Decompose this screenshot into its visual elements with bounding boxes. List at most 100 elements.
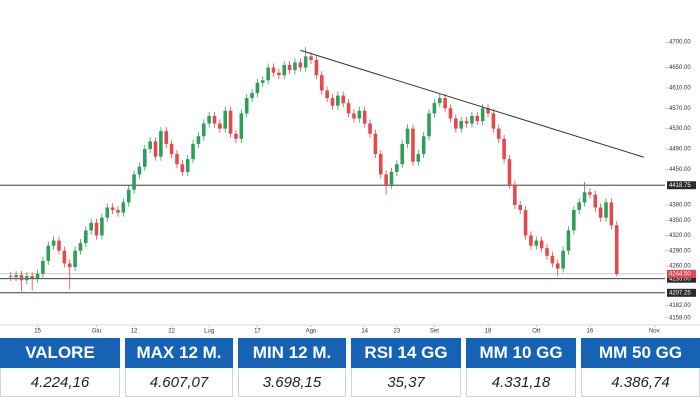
candle-body [464, 120, 469, 124]
candle-body [244, 98, 249, 114]
y-tick-label: 4320.00 [669, 233, 691, 239]
candle-body [46, 245, 51, 261]
candle-body [293, 62, 297, 71]
candle-body [443, 98, 447, 109]
y-tick-label: 4158.00 [669, 315, 691, 321]
candle-body [604, 202, 608, 218]
candle-body [572, 210, 576, 231]
candle-body [561, 250, 565, 269]
candle-body [116, 210, 120, 213]
candle-body [362, 110, 367, 124]
stats-header: MIN 12 M. [238, 338, 346, 368]
candle-body [346, 103, 351, 114]
stats-column: VALORE 4.224,16 [0, 338, 120, 400]
candle-body [609, 202, 614, 226]
candle-body [153, 141, 158, 157]
candle-body [470, 115, 474, 124]
level-label: 4207.25 [669, 290, 691, 296]
stats-column: MM 50 GG 4.386,74 [581, 338, 700, 400]
candle-body [395, 164, 399, 172]
candle-body [14, 275, 18, 278]
candle-body [19, 275, 24, 281]
candle-body [588, 192, 592, 195]
candle-body [78, 243, 83, 251]
candle-body [513, 184, 517, 205]
stats-header: MM 50 GG [581, 338, 700, 368]
x-tick-label: 14 [361, 329, 368, 335]
candle-body [400, 143, 405, 165]
candle-body [577, 202, 581, 211]
level-tag [667, 274, 696, 283]
x-tick-label: 15 [34, 329, 41, 335]
candle-body [41, 260, 45, 274]
candle-body [57, 240, 61, 251]
stats-column: MIN 12 M. 3.698,15 [238, 338, 346, 400]
candle-body [142, 148, 147, 167]
candle-body [582, 192, 587, 203]
candle-body [303, 56, 308, 68]
candle-body [266, 67, 270, 81]
candle-body [448, 108, 453, 119]
candle-body [89, 222, 93, 231]
y-tick-label: 4182.00 [669, 303, 691, 309]
candle-body [341, 95, 346, 104]
candle-body [416, 154, 421, 162]
stats-header: VALORE [0, 338, 120, 368]
candle-body [566, 230, 571, 251]
x-tick-label: Ott [532, 329, 540, 335]
candle-body [555, 263, 560, 269]
chart: 4700.00 4650.00 4610.00 4570.00 4530.00 4490.… [0, 40, 700, 335]
candle-body [250, 93, 254, 99]
y-tick-label: 4650.00 [669, 65, 691, 71]
x-tick-label: 17 [254, 329, 261, 335]
x-tick-label: Lug [204, 329, 214, 335]
candle-body [325, 90, 329, 99]
x-tick-label: 22 [168, 329, 175, 335]
stats-value: 4.386,74 [581, 368, 700, 397]
x-tick-label: Giu [92, 329, 101, 335]
stats-value: 3.698,15 [238, 368, 346, 397]
stats-header: MAX 12 M. [125, 338, 233, 368]
candle-body [228, 110, 233, 134]
candle-body [159, 131, 163, 157]
candle-body [287, 65, 292, 71]
y-tick-label: 4450.00 [669, 167, 691, 173]
candle-body [282, 65, 287, 76]
candle-body [105, 207, 110, 218]
stats-value: 4.331,18 [466, 368, 576, 397]
candle-body [110, 207, 115, 211]
candle-body [502, 138, 506, 160]
candle-body [25, 276, 29, 281]
x-tick-label: 18 [485, 329, 492, 335]
candle-body [175, 154, 179, 165]
candle-body [518, 204, 523, 211]
candle-body [480, 108, 485, 121]
candle-body [384, 174, 388, 185]
candle-body [319, 75, 324, 91]
candle-body [454, 118, 458, 129]
candle-body [314, 59, 319, 76]
candle-body [368, 123, 372, 134]
candle-body [51, 240, 56, 246]
candle-body [614, 225, 619, 274]
candle-body [378, 154, 383, 175]
stats-table: VALORE 4.224,16 MAX 12 M. 4.607,07 MIN 12 M.… [0, 338, 700, 400]
candle-body [185, 159, 190, 172]
candle-body [8, 276, 13, 278]
candle-body [94, 222, 99, 236]
x-tick-label: Ago [306, 329, 317, 335]
candle-body [427, 113, 431, 137]
candle-body [298, 62, 303, 68]
candle-body [239, 113, 244, 139]
stats-column: RSI 14 GG 35,37 [351, 338, 461, 400]
candle-body [432, 103, 437, 114]
candle-body [550, 255, 555, 264]
candle-body [309, 56, 313, 60]
y-tick-label: 4350.00 [669, 218, 691, 224]
candle-body [196, 136, 201, 144]
last-price-tag [667, 269, 696, 278]
candle-body [148, 141, 152, 149]
level-label: 4235.00 [669, 276, 691, 282]
candle-body [84, 230, 88, 244]
